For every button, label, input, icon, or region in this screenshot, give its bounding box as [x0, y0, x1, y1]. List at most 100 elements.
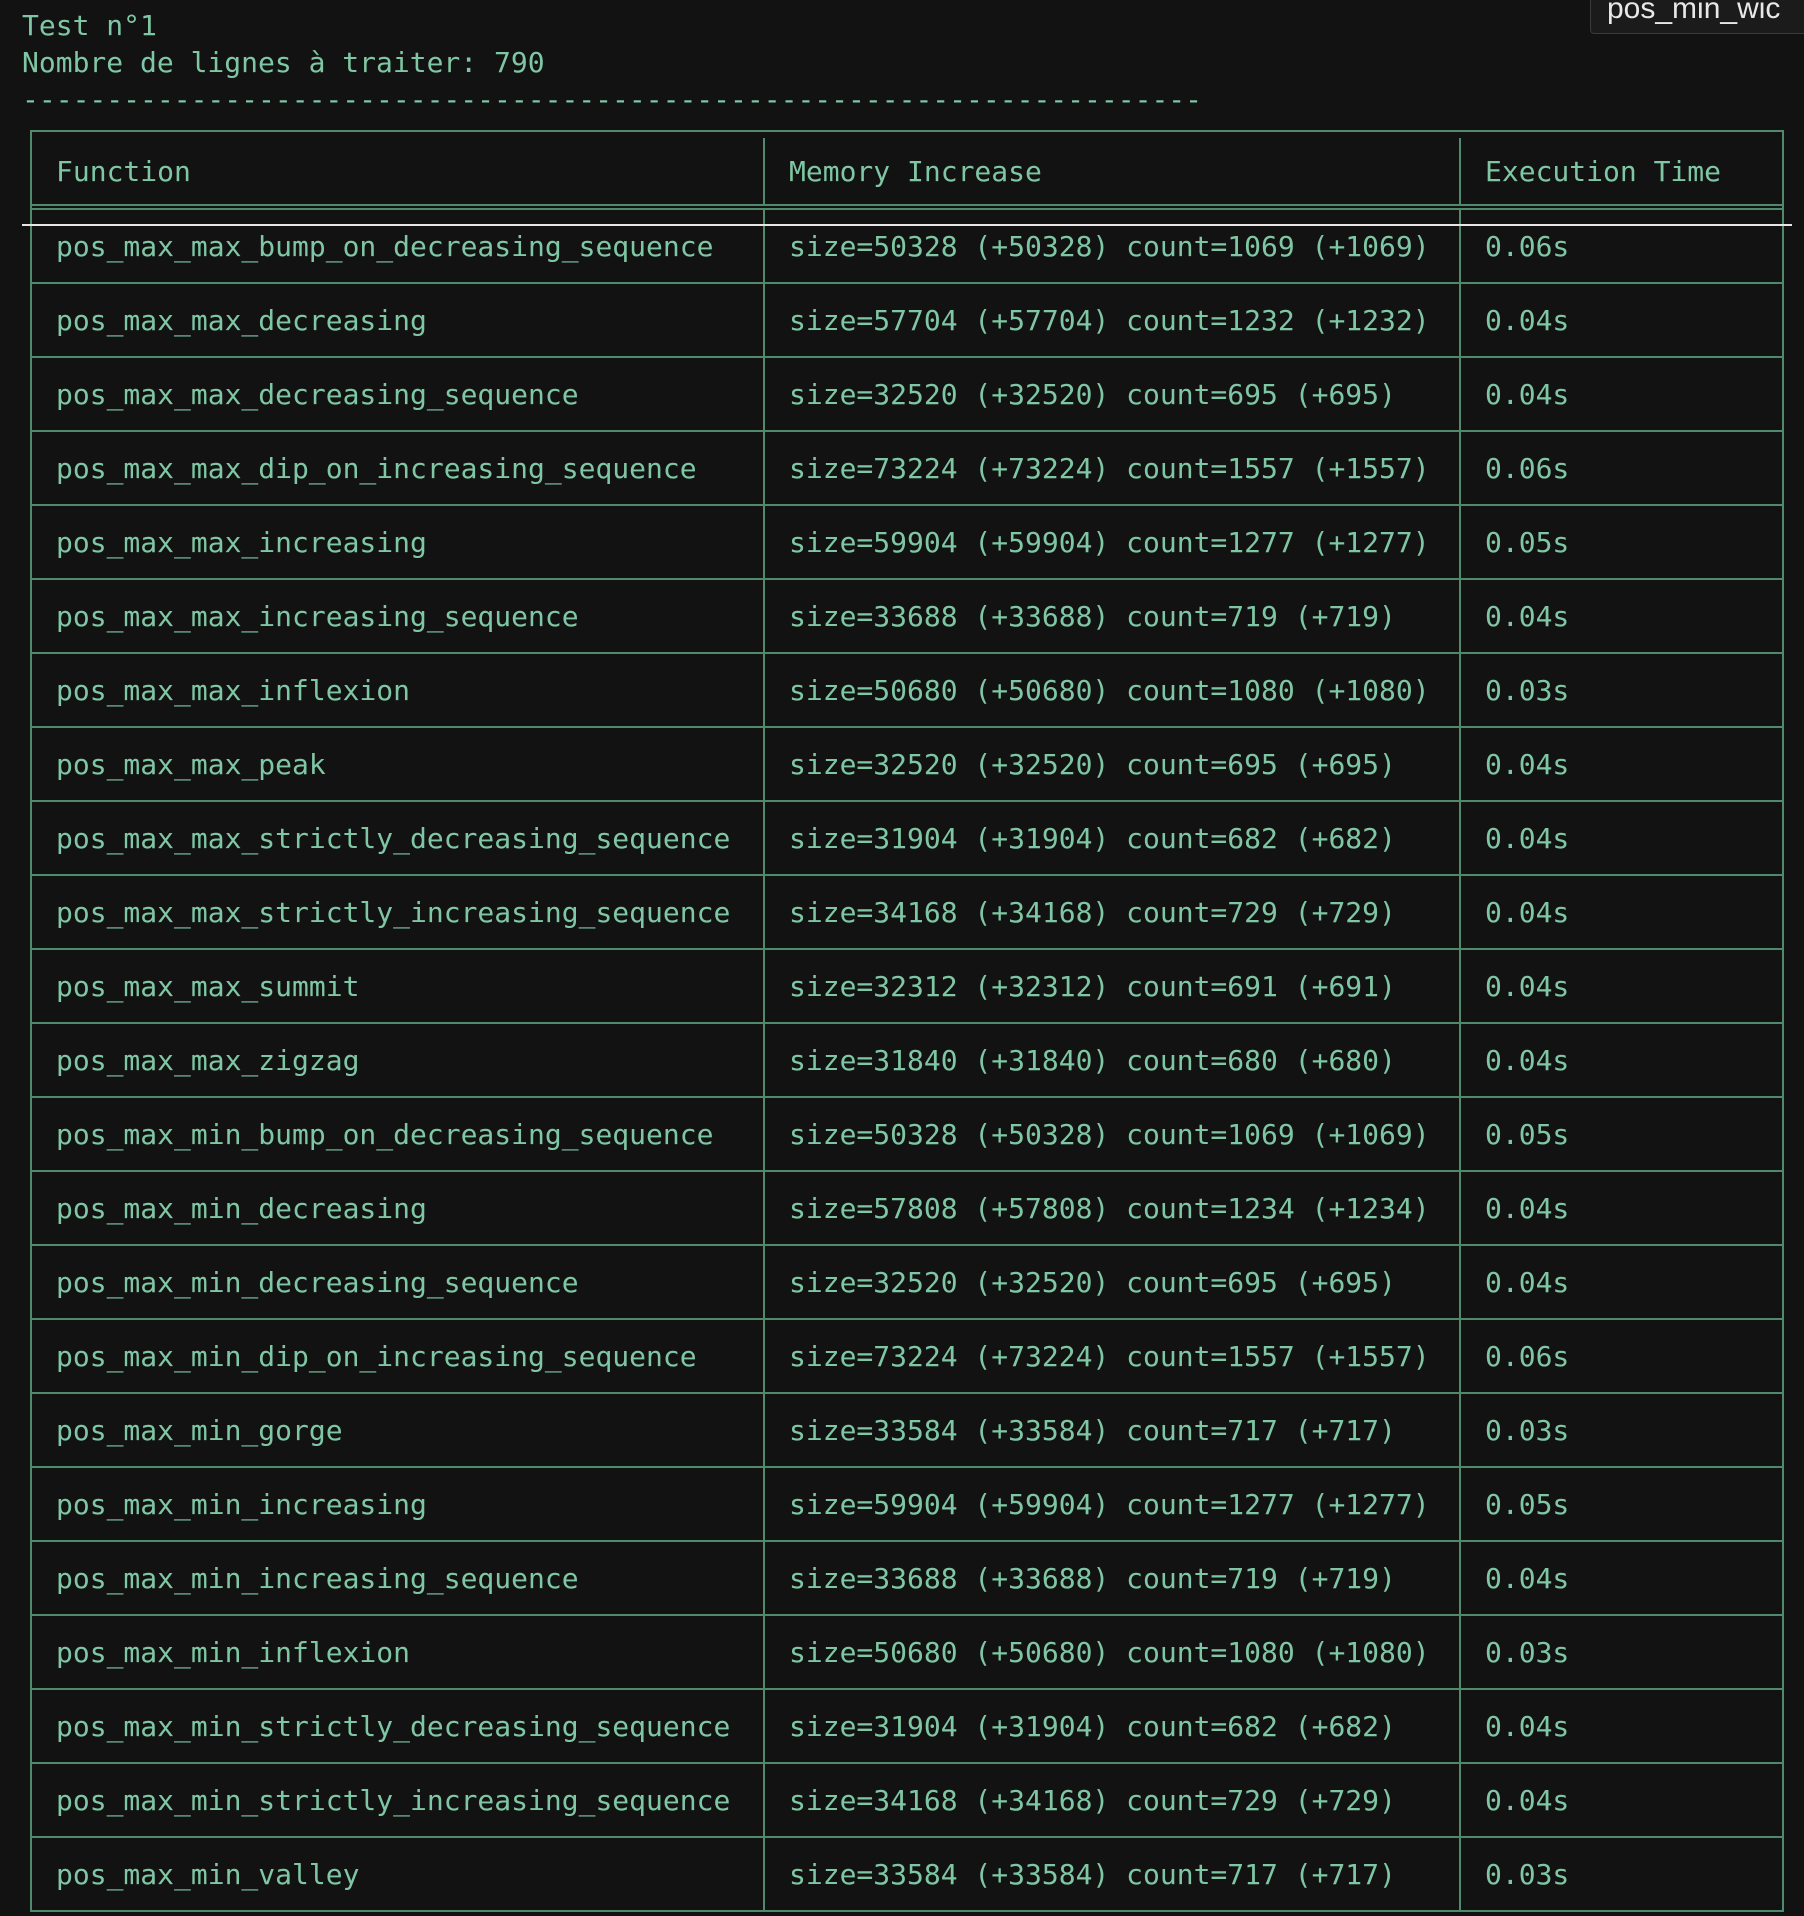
execution-time-cell: 0.04s — [1459, 578, 1782, 654]
function-cell: pos_max_max_strictly_decreasing_sequence — [32, 800, 765, 876]
table-row: pos_max_min_decreasing_sequence size=3252… — [32, 1244, 1782, 1320]
execution-time-cell: 0.04s — [1459, 874, 1782, 950]
function-cell: pos_max_max_dip_on_increasing_sequence — [32, 430, 765, 506]
memory-increase-cell: size=33584 (+33584) count=717 (+717) — [763, 1836, 1461, 1912]
execution-time-cell: 0.05s — [1459, 1466, 1782, 1542]
execution-time-cell: 0.04s — [1459, 1170, 1782, 1246]
memory-increase-cell: size=31904 (+31904) count=682 (+682) — [763, 800, 1461, 876]
execution-time-cell: 0.04s — [1459, 948, 1782, 1024]
table-row: pos_max_max_strictly_decreasing_sequence… — [32, 800, 1782, 876]
function-cell: pos_max_min_increasing_sequence — [32, 1540, 765, 1616]
memory-increase-cell: size=31904 (+31904) count=682 (+682) — [763, 1688, 1461, 1764]
table-row: pos_max_min_dip_on_increasing_sequence si… — [32, 1318, 1782, 1394]
table-row: pos_max_max_inflexion size=50680 (+50680)… — [32, 652, 1782, 728]
memory-increase-cell: size=33584 (+33584) count=717 (+717) — [763, 1392, 1461, 1468]
column-header-execution-time: Execution Time — [1459, 138, 1782, 210]
memory-increase-cell: size=59904 (+59904) count=1277 (+1277) — [763, 504, 1461, 580]
function-cell: pos_max_max_increasing — [32, 504, 765, 580]
function-cell: pos_max_max_peak — [32, 726, 765, 802]
function-cell: pos_max_max_increasing_sequence — [32, 578, 765, 654]
table-row: pos_max_max_decreasing_sequence size=3252… — [32, 356, 1782, 432]
execution-time-cell: 0.04s — [1459, 1688, 1782, 1764]
memory-increase-cell: size=32520 (+32520) count=695 (+695) — [763, 726, 1461, 802]
execution-time-cell: 0.04s — [1459, 1762, 1782, 1838]
function-cell: pos_max_min_decreasing — [32, 1170, 765, 1246]
execution-time-cell: 0.04s — [1459, 1540, 1782, 1616]
function-cell: pos_max_min_strictly_increasing_sequence — [32, 1762, 765, 1838]
table-row: pos_max_max_decreasing size=57704 (+57704… — [32, 282, 1782, 358]
function-cell: pos_max_min_gorge — [32, 1392, 765, 1468]
execution-time-cell: 0.05s — [1459, 1096, 1782, 1172]
function-cell: pos_max_max_inflexion — [32, 652, 765, 728]
table-row: pos_max_min_gorge size=33584 (+33584) cou… — [32, 1392, 1782, 1468]
function-cell: pos_max_max_bump_on_decreasing_sequence — [32, 206, 765, 284]
memory-increase-cell: size=33688 (+33688) count=719 (+719) — [763, 578, 1461, 654]
execution-time-cell: 0.06s — [1459, 206, 1782, 284]
memory-increase-cell: size=32520 (+32520) count=695 (+695) — [763, 356, 1461, 432]
execution-time-cell: 0.03s — [1459, 1836, 1782, 1912]
table-row: pos_max_min_inflexion size=50680 (+50680)… — [32, 1614, 1782, 1690]
memory-increase-cell: size=32520 (+32520) count=695 (+695) — [763, 1244, 1461, 1320]
table-row: pos_max_max_summit size=32312 (+32312) co… — [32, 948, 1782, 1024]
column-header-memory-increase: Memory Increase — [763, 138, 1461, 210]
table-row: pos_max_min_decreasing size=57808 (+57808… — [32, 1170, 1782, 1246]
memory-increase-cell: size=31840 (+31840) count=680 (+680) — [763, 1022, 1461, 1098]
memory-increase-cell: size=50680 (+50680) count=1080 (+1080) — [763, 652, 1461, 728]
function-cell: pos_max_min_increasing — [32, 1466, 765, 1542]
results-table-container: Function Memory Increase Execution Time … — [30, 130, 1784, 1912]
function-cell: pos_max_min_strictly_decreasing_sequence — [32, 1688, 765, 1764]
memory-increase-cell: size=73224 (+73224) count=1557 (+1557) — [763, 1318, 1461, 1394]
memory-increase-cell: size=50328 (+50328) count=1069 (+1069) — [763, 206, 1461, 284]
execution-time-cell: 0.03s — [1459, 1392, 1782, 1468]
column-header-function: Function — [32, 138, 765, 210]
table-row: pos_max_min_increasing_sequence size=3368… — [32, 1540, 1782, 1616]
memory-increase-cell: size=32312 (+32312) count=691 (+691) — [763, 948, 1461, 1024]
table-row: pos_max_min_increasing size=59904 (+59904… — [32, 1466, 1782, 1542]
table-row: pos_max_min_strictly_increasing_sequence… — [32, 1762, 1782, 1838]
execution-time-cell: 0.04s — [1459, 726, 1782, 802]
test-title: Test n°1 — [22, 9, 157, 42]
memory-increase-cell: size=50328 (+50328) count=1069 (+1069) — [763, 1096, 1461, 1172]
function-cell: pos_max_min_dip_on_increasing_sequence — [32, 1318, 765, 1394]
memory-increase-cell: size=33688 (+33688) count=719 (+719) — [763, 1540, 1461, 1616]
table-row: pos_max_max_increasing_sequence size=3368… — [32, 578, 1782, 654]
function-cell: pos_max_max_decreasing_sequence — [32, 356, 765, 432]
execution-time-cell: 0.03s — [1459, 1614, 1782, 1690]
execution-time-cell: 0.04s — [1459, 282, 1782, 358]
execution-time-cell: 0.03s — [1459, 652, 1782, 728]
function-cell: pos_max_max_zigzag — [32, 1022, 765, 1098]
memory-increase-cell: size=59904 (+59904) count=1277 (+1277) — [763, 1466, 1461, 1542]
memory-increase-cell: size=73224 (+73224) count=1557 (+1557) — [763, 430, 1461, 506]
memory-increase-cell: size=50680 (+50680) count=1080 (+1080) — [763, 1614, 1461, 1690]
table-row: pos_max_max_increasing size=59904 (+59904… — [32, 504, 1782, 580]
table-body: pos_max_max_bump_on_decreasing_sequence s… — [32, 206, 1782, 1912]
execution-time-cell: 0.04s — [1459, 800, 1782, 876]
execution-time-cell: 0.04s — [1459, 356, 1782, 432]
execution-time-cell: 0.06s — [1459, 430, 1782, 506]
table-row: pos_max_max_bump_on_decreasing_sequence s… — [32, 206, 1782, 284]
table-row: pos_max_min_strictly_decreasing_sequence… — [32, 1688, 1782, 1764]
memory-increase-cell: size=34168 (+34168) count=729 (+729) — [763, 1762, 1461, 1838]
execution-time-cell: 0.06s — [1459, 1318, 1782, 1394]
separator-line: ----------------------------------------… — [22, 83, 1203, 116]
function-cell: pos_max_min_inflexion — [32, 1614, 765, 1690]
function-cell: pos_max_min_valley — [32, 1836, 765, 1912]
results-table: Function Memory Increase Execution Time … — [32, 138, 1782, 1912]
table-row: pos_max_max_zigzag size=31840 (+31840) co… — [32, 1022, 1782, 1098]
memory-increase-cell: size=57808 (+57808) count=1234 (+1234) — [763, 1170, 1461, 1246]
table-header-row: Function Memory Increase Execution Time — [32, 138, 1782, 210]
line-count: Nombre de lignes à traiter: 790 — [22, 46, 545, 79]
function-cell: pos_max_min_bump_on_decreasing_sequence — [32, 1096, 765, 1172]
table-row: pos_max_min_valley size=33584 (+33584) co… — [32, 1836, 1782, 1912]
table-row: pos_max_max_dip_on_increasing_sequence si… — [32, 430, 1782, 506]
execution-time-cell: 0.04s — [1459, 1244, 1782, 1320]
function-cell: pos_max_max_decreasing — [32, 282, 765, 358]
function-cell: pos_max_max_summit — [32, 948, 765, 1024]
table-row: pos_max_max_strictly_increasing_sequence… — [32, 874, 1782, 950]
table-row: pos_max_min_bump_on_decreasing_sequence s… — [32, 1096, 1782, 1172]
selection-line — [22, 224, 1792, 226]
table-row: pos_max_max_peak size=32520 (+32520) coun… — [32, 726, 1782, 802]
function-cell: pos_max_max_strictly_increasing_sequence — [32, 874, 765, 950]
function-cell: pos_max_min_decreasing_sequence — [32, 1244, 765, 1320]
memory-increase-cell: size=34168 (+34168) count=729 (+729) — [763, 874, 1461, 950]
